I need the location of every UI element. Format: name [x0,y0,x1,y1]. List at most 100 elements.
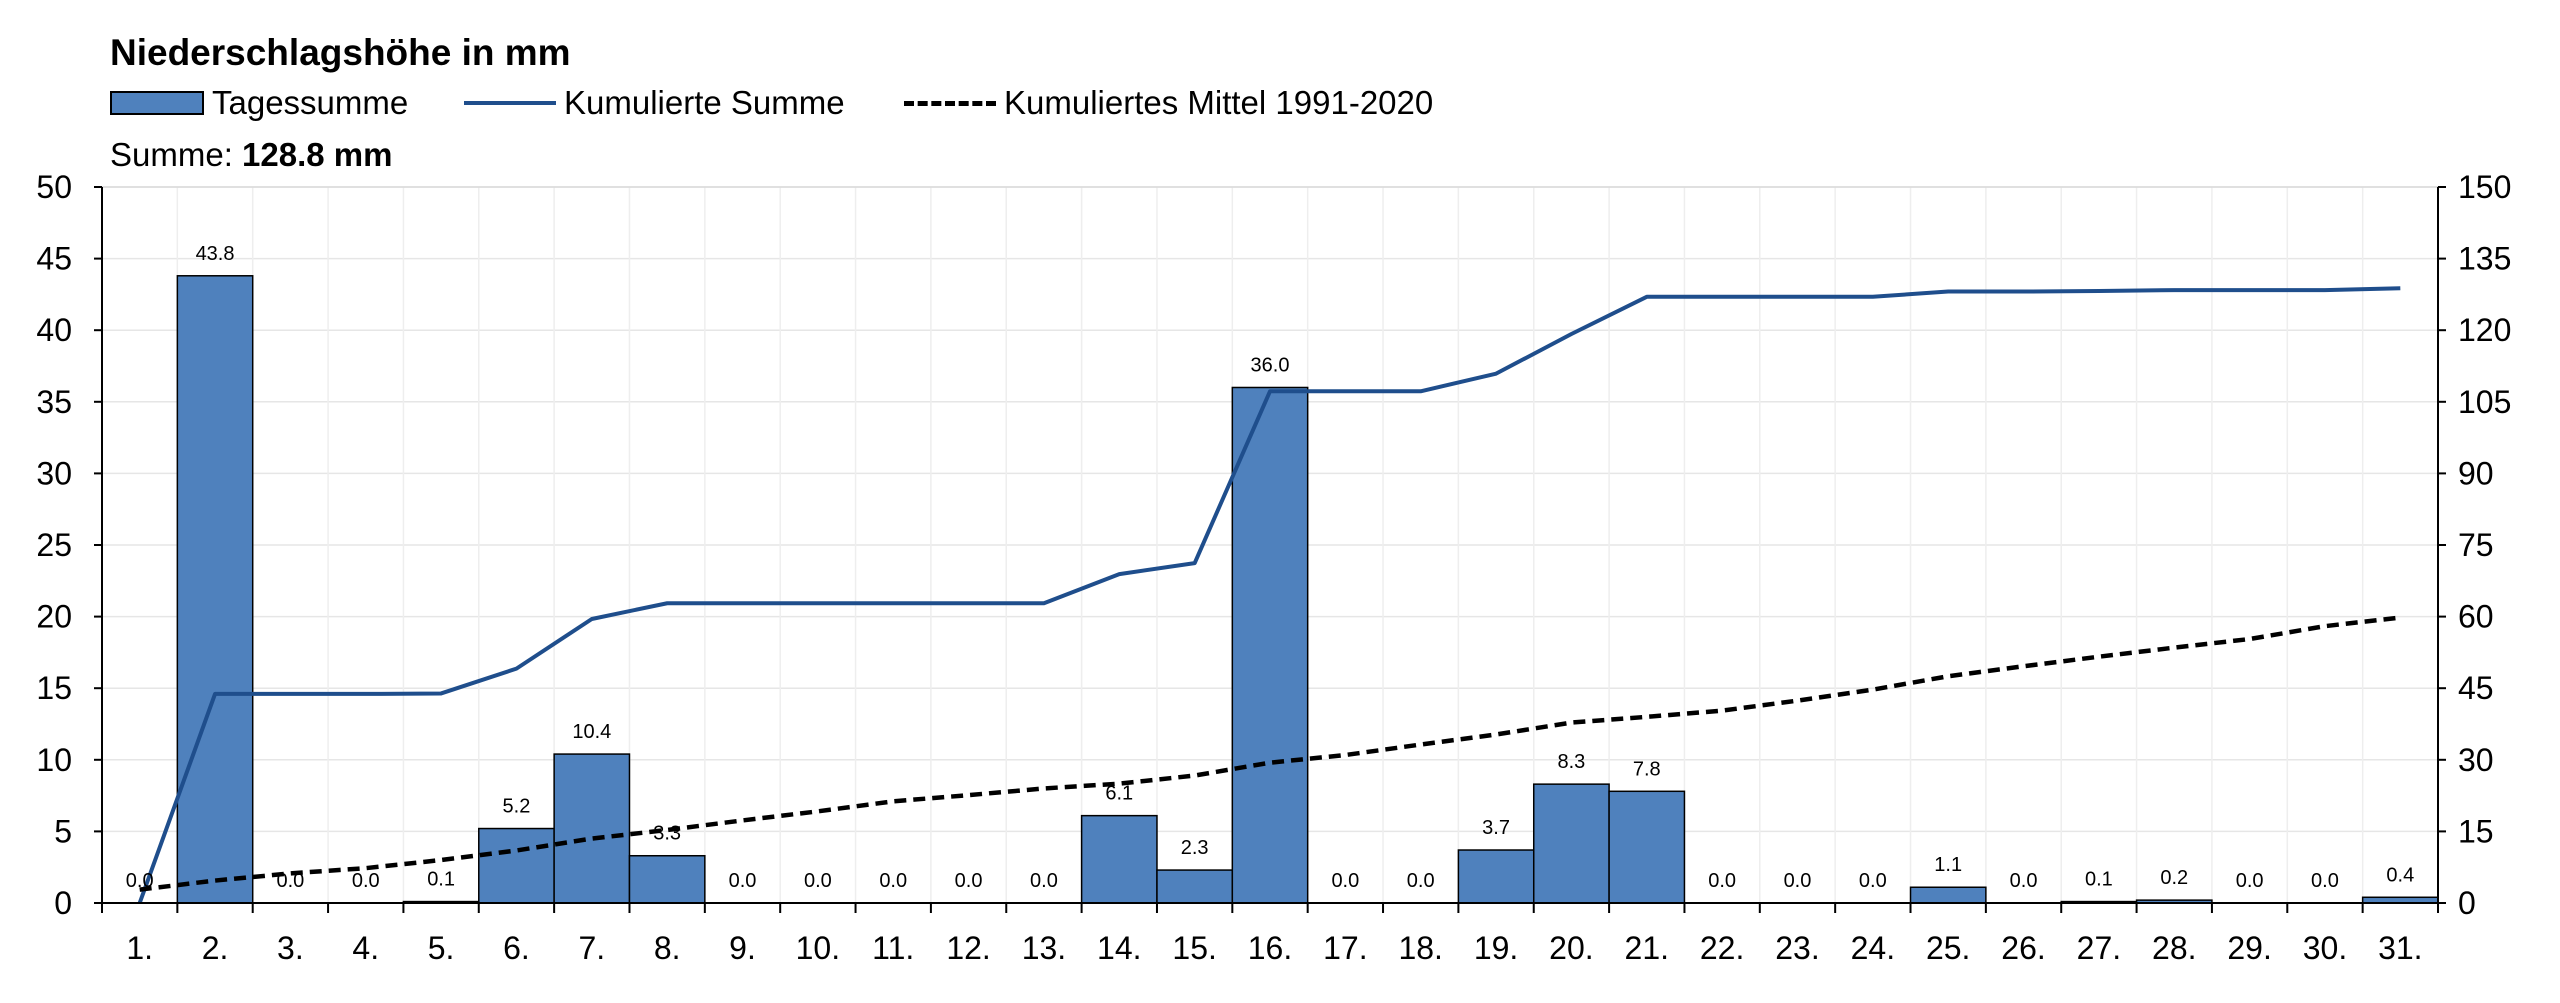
x-tick-label: 7. [578,930,605,966]
x-tick-label: 22. [1700,930,1744,966]
y-right-tick-label: 0 [2458,885,2476,921]
bar-data-label: 36.0 [1251,354,1290,376]
x-tick-label: 27. [2077,930,2121,966]
x-tick-label: 16. [1248,930,1292,966]
x-tick-label: 8. [654,930,681,966]
legend-swatch-dashed [904,100,996,106]
summary: Summe: 128.8 mm [110,136,392,174]
x-tick-label: 26. [2001,930,2045,966]
bar-data-label: 2.3 [1181,837,1209,859]
y-left-tick-label: 30 [36,455,72,491]
bar-data-label: 8.3 [1558,751,1586,773]
y-right-tick-label: 120 [2458,312,2511,348]
bar-data-label: 7.8 [1633,758,1661,780]
chart-title: Niederschlagshöhe in mm [110,32,571,73]
bar-tagessumme [1231,386,1309,904]
bar-data-label: 0.0 [126,870,154,892]
bar-tagessumme [553,753,631,904]
bar-data-label: 0.1 [427,869,455,891]
bar-tagessumme [1608,790,1686,904]
bar-data-label: 0.0 [2236,870,2264,892]
bar-data-label: 43.8 [196,243,235,265]
bar-data-label: 3.7 [1482,817,1510,839]
bar-data-label: 3.3 [653,823,681,845]
x-tick-label: 17. [1323,930,1367,966]
bar-data-label: 0.0 [276,870,304,892]
x-tick-label: 31. [2378,930,2422,966]
x-tick-label: 21. [1625,930,1669,966]
bar-tagessumme [478,827,555,904]
bar-data-label: 0.0 [804,870,832,892]
bar-data-label: 0.0 [729,870,757,892]
y-right-tick-label: 30 [2458,742,2494,778]
bar-tagessumme [176,275,254,904]
bar-tagessumme [1457,849,1535,904]
legend-label-kumulierte-summe: Kumulierte Summe [564,84,845,121]
x-tick-label: 15. [1172,930,1216,966]
x-tick-label: 14. [1097,930,1141,966]
legend-swatch-line [464,101,556,105]
x-tick-label: 25. [1926,930,1970,966]
x-tick-label: 12. [946,930,990,966]
x-tick-label: 23. [1775,930,1819,966]
y-left-tick-label: 50 [36,169,72,205]
y-right-tick-label: 150 [2458,169,2511,205]
bar-data-label: 0.0 [1859,870,1887,892]
legend-item-tagessumme: Tagessumme [110,84,408,122]
y-right-tick-label: 45 [2458,670,2494,706]
bar-data-label: 5.2 [503,796,531,818]
y-left-tick-label: 35 [36,384,72,420]
bar-tagessumme [1532,783,1610,904]
x-tick-label: 13. [1022,930,1066,966]
y-left-tick-label: 5 [54,813,72,849]
x-tick-label: 1. [126,930,153,966]
y-left-tick-label: 0 [54,885,72,921]
bar-data-label: 0.0 [879,870,907,892]
y-right-tick-label: 135 [2458,241,2511,277]
y-left-tick-label: 15 [36,670,72,706]
x-tick-label: 4. [352,930,379,966]
bar-tagessumme [1156,869,1234,904]
bar-tagessumme [1909,886,1987,904]
bar-data-label: 0.0 [2311,870,2339,892]
bar-data-label: 0.0 [955,870,983,892]
y-left-tick-label: 40 [36,312,72,348]
bar-data-label: 0.0 [1784,870,1812,892]
bar-data-label: 0.1 [2085,869,2113,891]
y-left-tick-label: 20 [36,599,72,635]
legend-swatch-bar [110,91,204,115]
bar-data-label: 0.0 [1407,870,1435,892]
bar-data-label: 0.4 [2386,864,2414,886]
x-tick-label: 10. [796,930,840,966]
y-right-tick-label: 105 [2458,384,2511,420]
bar-tagessumme [1080,814,1158,904]
x-tick-label: 20. [1549,930,1593,966]
x-tick-label: 18. [1398,930,1442,966]
y-left-tick-label: 45 [36,241,72,277]
line-kumulierte-summe [137,286,2401,904]
legend-label-kumuliertes-mittel: Kumuliertes Mittel 1991-2020 [1004,84,1434,121]
summary-label: Summe: [110,136,233,173]
y-right-tick-label: 90 [2458,455,2494,491]
x-tick-label: 3. [277,930,304,966]
x-tick-label: 11. [872,930,914,966]
x-tick-label: 29. [2227,930,2271,966]
bar-data-label: 0.0 [352,870,380,892]
bar-data-label: 10.4 [572,721,611,743]
x-tick-label: 19. [1474,930,1518,966]
y-right-tick-label: 75 [2458,527,2494,563]
bar-data-label: 6.1 [1105,783,1133,805]
legend-item-kumuliertes-mittel: Kumuliertes Mittel 1991-2020 [904,84,1433,122]
x-tick-label: 2. [202,930,229,966]
x-tick-label: 9. [729,930,756,966]
bar-data-label: 0.0 [1708,870,1736,892]
bar-tagessumme [628,854,706,904]
legend-label-tagessumme: Tagessumme [212,84,409,121]
legend-item-kumulierte-summe: Kumulierte Summe [464,84,845,122]
x-tick-label: 5. [428,930,455,966]
x-tick-label: 6. [503,930,530,966]
x-tick-label: 28. [2152,930,2196,966]
y-left-tick-label: 10 [36,742,72,778]
bar-data-label: 0.0 [1331,870,1359,892]
x-tick-label: 30. [2303,930,2347,966]
